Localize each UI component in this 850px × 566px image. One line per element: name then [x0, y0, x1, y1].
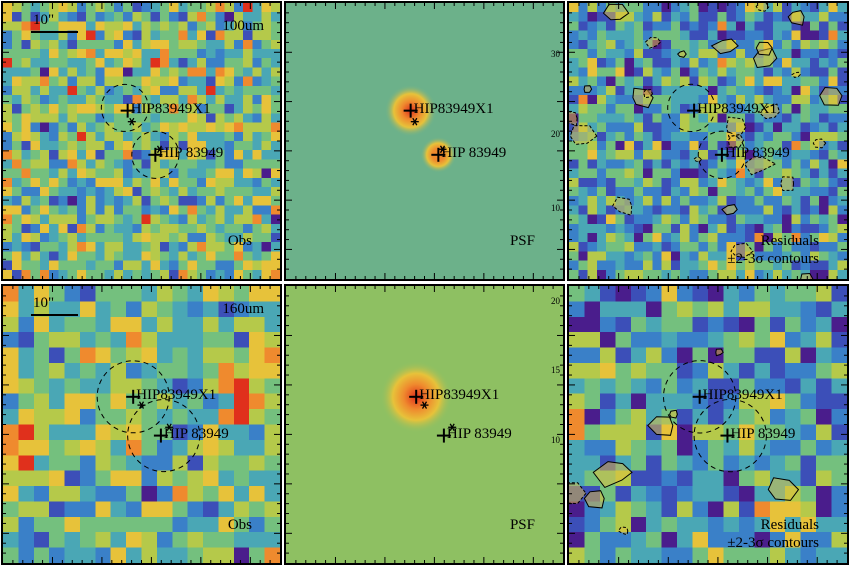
- cross-marker-icon: [436, 428, 451, 443]
- cross-marker-icon: [120, 103, 135, 118]
- corner-label-contours: ±2-3σ contours: [727, 251, 819, 267]
- asterisk-marker-icon: [155, 145, 164, 154]
- axis-ticks: [3, 3, 280, 279]
- asterisk-marker-icon: [137, 401, 146, 409]
- sky-image: [3, 286, 280, 563]
- pixel-grid: [3, 286, 280, 563]
- axis-ticks: [286, 3, 563, 279]
- axis-tick-label: 30: [551, 48, 560, 59]
- axis-ticks: [569, 286, 847, 563]
- cross-marker-icon: [431, 147, 446, 162]
- sky-image: [3, 3, 280, 279]
- source-label-hip83949x1: HIP83949X1: [419, 386, 500, 403]
- cross-marker-icon: [403, 103, 418, 118]
- band-label: 160um: [222, 301, 264, 317]
- source-label-hip83949: HIP 83949: [730, 425, 796, 442]
- axis-tick-label: 20: [551, 296, 560, 307]
- asterisk-marker-icon: [420, 401, 429, 409]
- axis-ticks: [286, 286, 563, 563]
- source-label-hip83949: HIP 83949: [163, 425, 229, 442]
- scale-bar-label: 10": [33, 12, 55, 28]
- cross-marker-icon: [148, 147, 163, 162]
- source-label-hip83949: HIP 83949: [158, 144, 224, 161]
- source-label-hip83949x1: HIP83949X1: [136, 386, 217, 403]
- corner-label: Residuals: [760, 517, 819, 533]
- dashed-circle-aperture-icon: [131, 130, 180, 179]
- source-label-hip83949x1: HIP83949X1: [130, 100, 211, 117]
- source-label-hip83949x1: HIP83949X1: [413, 100, 494, 117]
- axis-tick-label: 20: [551, 128, 560, 139]
- panel-obs-100um: 10" 100um HIP83949X1 HIP 83949 Obs: [1, 1, 282, 281]
- panel-residuals-100um: HIP83949X1 HIP 83949 Residuals ±2-3σ contou…: [567, 1, 849, 281]
- dashed-circle-aperture-icon: [127, 399, 201, 473]
- panel-residuals-160um: HIP83949X1 HIP 83949 Residuals ±2-3σ contou…: [567, 284, 849, 565]
- axis-tick-label: 15: [551, 365, 560, 376]
- corner-label: Obs: [227, 517, 252, 533]
- cross-marker-icon: [720, 428, 735, 443]
- dashed-circle-aperture-icon: [663, 360, 737, 434]
- sky-image: [569, 3, 847, 279]
- corner-label: PSF: [509, 517, 535, 533]
- panel-psf-100um: HIP83949X1 HIP 83949 30 20 10 PSF: [284, 1, 565, 281]
- sky-image: [286, 286, 563, 563]
- contour-lines: [569, 3, 843, 279]
- axis-ticks: [569, 3, 847, 279]
- source-label-hip83949: HIP 83949: [446, 425, 512, 442]
- asterisk-marker-icon: [448, 423, 457, 432]
- axis-tick-label: 10: [551, 434, 560, 445]
- source-label-hip83949: HIP 83949: [441, 144, 507, 161]
- sky-image: [569, 286, 847, 563]
- corner-label: Residuals: [760, 233, 819, 249]
- panel-psf-160um: HIP83949X1 HIP 83949 20 15 10 PSF: [284, 284, 565, 565]
- corner-label-contours: ±2-3σ contours: [727, 535, 819, 551]
- sky-image: [286, 3, 563, 279]
- dashed-circle-aperture-icon: [693, 398, 767, 473]
- asterisk-marker-icon: [127, 117, 136, 126]
- axis-ticks: [3, 286, 280, 563]
- corner-label: PSF: [509, 233, 535, 249]
- cross-marker-icon: [714, 147, 729, 162]
- axis-tick-label: 10: [551, 203, 560, 214]
- cross-marker-icon: [409, 389, 424, 404]
- cross-marker-icon: [692, 389, 707, 404]
- pixel-grid: [3, 3, 280, 279]
- asterisk-marker-icon: [410, 117, 419, 126]
- cross-marker-icon: [126, 389, 141, 404]
- asterisk-marker-icon: [165, 423, 174, 432]
- dashed-circle-aperture-icon: [697, 130, 747, 179]
- panel-obs-160um: 10" 160um HIP83949X1 HIP 83949 Obs: [1, 284, 282, 565]
- source-label-hip83949x1: HIP83949X1: [697, 100, 778, 117]
- asterisk-marker-icon: [438, 145, 447, 154]
- source-label-hip83949: HIP 83949: [724, 144, 790, 161]
- dashed-circle-aperture-icon: [96, 360, 170, 434]
- cross-marker-icon: [153, 428, 168, 443]
- contour-lines: [569, 348, 800, 536]
- dashed-circle-aperture-icon: [667, 83, 716, 133]
- band-label: 100um: [222, 18, 264, 34]
- scale-bar-label: 10": [33, 295, 55, 311]
- source-label-hip83949x1: HIP83949X1: [702, 386, 783, 403]
- corner-label: Obs: [227, 233, 252, 249]
- dashed-circle-aperture-icon: [100, 83, 149, 132]
- cross-marker-icon: [687, 103, 702, 118]
